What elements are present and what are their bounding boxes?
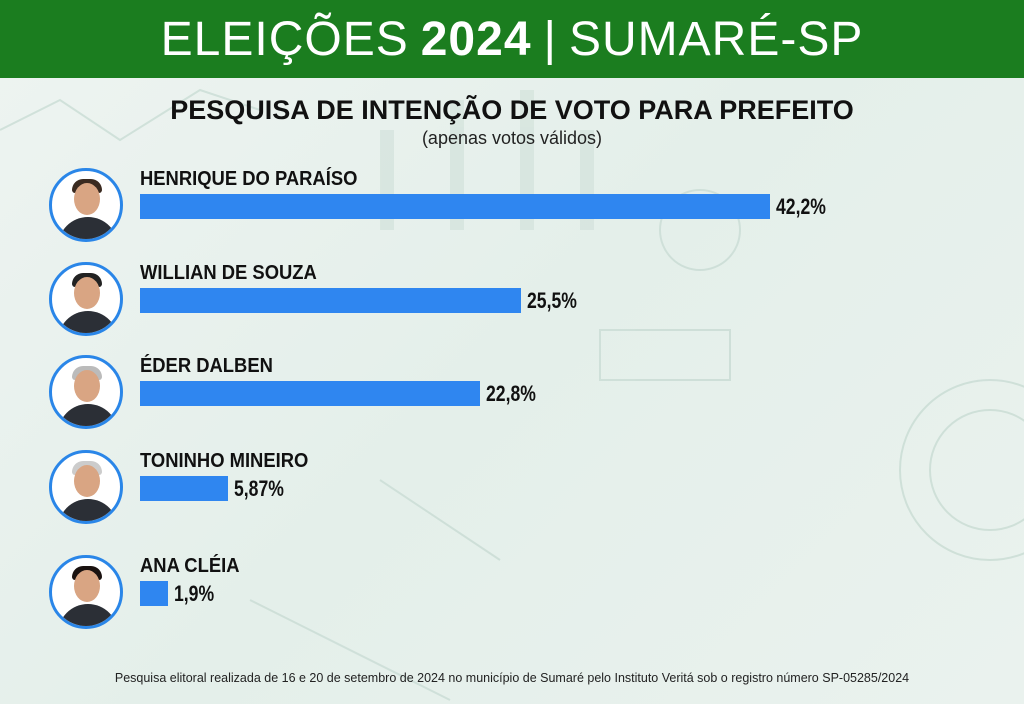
bar	[140, 288, 521, 313]
candidate-name: TONINHO MINEIRO	[140, 450, 309, 472]
chart-title: PESQUISA DE INTENÇÃO DE VOTO PARA PREFEI…	[170, 95, 854, 125]
header-year: 2024	[420, 12, 532, 66]
candidate-photo	[49, 450, 123, 524]
bar	[140, 476, 228, 501]
bar	[140, 381, 481, 406]
candidate-name: HENRIQUE DO PARAÍSO	[140, 168, 358, 190]
candidate-photo	[49, 355, 123, 429]
header-banner: ELEIÇÕES 2024 | SUMARÉ-SP	[0, 0, 1024, 78]
candidate-name: WILLIAN DE SOUZA	[140, 262, 317, 284]
header-city: SUMARÉ-SP	[568, 12, 864, 66]
candidate-name: ANA CLÉIA	[140, 555, 240, 577]
candidate-name: ÉDER DALBEN	[140, 355, 273, 377]
candidate-photo	[49, 168, 123, 242]
candidate-row: HENRIQUE DO PARAÍSO 42,2%	[0, 168, 1024, 248]
candidate-row: WILLIAN DE SOUZA 25,5%	[0, 262, 1024, 342]
data-label: 25,5%	[526, 288, 577, 313]
candidate-row: ANA CLÉIA 1,9%	[0, 555, 1024, 635]
chart-subtitle: (apenas votos válidos)	[421, 128, 603, 148]
header-separator: |	[543, 12, 557, 66]
data-label: 42,2%	[776, 194, 826, 219]
header-prefix: ELEIÇÕES	[160, 12, 409, 66]
data-label: 1,9%	[174, 581, 215, 606]
candidate-row: ÉDER DALBEN 22,8%	[0, 355, 1024, 435]
candidate-photo	[49, 555, 123, 629]
candidate-photo	[49, 262, 123, 336]
bar	[140, 581, 169, 606]
footer-note: Pesquisa elitoral realizada de 16 e 20 d…	[114, 671, 910, 685]
bar	[140, 194, 770, 219]
candidate-row: TONINHO MINEIRO 5,87%	[0, 450, 1024, 530]
data-label: 5,87%	[233, 476, 284, 501]
data-label: 22,8%	[486, 381, 537, 406]
